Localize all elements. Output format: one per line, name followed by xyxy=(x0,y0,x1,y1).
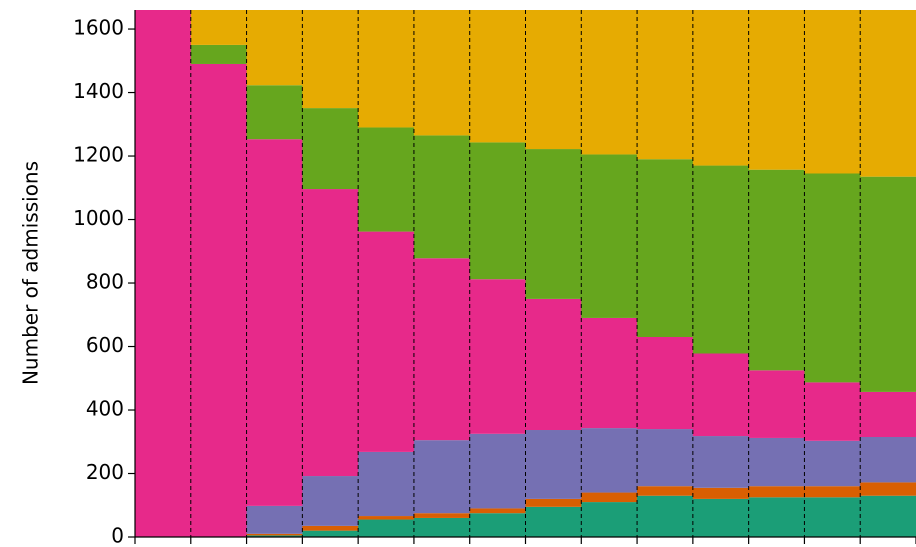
bar-segment xyxy=(692,165,750,354)
bar-segment xyxy=(804,497,861,537)
bar-segment xyxy=(804,486,861,498)
bar-segment xyxy=(692,498,750,537)
bar-segment xyxy=(358,10,415,128)
bar-segment xyxy=(246,10,303,86)
bar-segment xyxy=(246,533,303,536)
bar-segment xyxy=(581,428,638,493)
bar-segment xyxy=(804,440,861,487)
bar-segment xyxy=(525,498,582,507)
bar-segment xyxy=(581,10,638,155)
bar-segment xyxy=(469,142,526,280)
bar-segment xyxy=(302,10,359,109)
bar-segment xyxy=(358,451,415,517)
bar-segment xyxy=(413,440,471,514)
bar-segment xyxy=(860,391,916,437)
bar-segment xyxy=(358,231,415,452)
bar-segment xyxy=(413,513,471,518)
bar-segment xyxy=(748,10,805,170)
bar-segment xyxy=(413,517,471,537)
bar-segment xyxy=(692,353,750,437)
y-tick-label: 1000 xyxy=(73,206,124,230)
y-tick-label: 1400 xyxy=(73,79,124,103)
bar-segment xyxy=(246,139,303,506)
bar-segment xyxy=(748,169,805,371)
bar-segment xyxy=(190,10,248,45)
bar-segment xyxy=(246,535,303,537)
bar-segment xyxy=(302,108,359,190)
bar-segment xyxy=(637,159,694,337)
bar-segment xyxy=(135,10,192,537)
bar-segment xyxy=(246,85,303,140)
bar-segment xyxy=(581,154,638,318)
bar-segment xyxy=(525,430,582,499)
y-tick-label: 800 xyxy=(86,270,124,294)
bar-segment xyxy=(860,10,916,177)
bar-segment xyxy=(637,429,694,487)
y-tick-label: 0 xyxy=(111,524,124,547)
bar-segment xyxy=(469,10,526,143)
bar-segment xyxy=(525,10,582,150)
bar-segment xyxy=(302,525,359,531)
bar-segment xyxy=(804,382,861,441)
bar-segment xyxy=(637,486,694,496)
bar-segment xyxy=(581,502,638,537)
y-tick-label: 200 xyxy=(86,460,124,484)
bar-segment xyxy=(581,492,638,503)
bar-segment xyxy=(190,63,248,537)
bar-segment xyxy=(637,10,694,160)
bar-segment xyxy=(581,317,638,429)
bar-segment xyxy=(413,135,471,259)
bar-segment xyxy=(748,437,805,487)
bar-segment xyxy=(413,10,471,136)
bar-segment xyxy=(748,486,805,498)
bar-segment xyxy=(469,513,526,537)
bar-segment xyxy=(692,10,750,166)
bar-segment xyxy=(637,336,694,430)
bar-segment xyxy=(525,506,582,537)
bar-segment xyxy=(302,189,359,477)
bar-segment xyxy=(692,487,750,499)
bar-segment xyxy=(692,436,750,488)
y-tick-label: 600 xyxy=(86,333,124,357)
bar-segment xyxy=(246,505,303,534)
bar-segment xyxy=(748,497,805,537)
bar-segment xyxy=(469,508,526,514)
bar-segment xyxy=(358,127,415,232)
bar-segment xyxy=(302,476,359,526)
bar-segment xyxy=(302,530,359,537)
bar-segment xyxy=(413,258,471,441)
bar-segment xyxy=(860,176,916,392)
bar-segment xyxy=(637,495,694,537)
bar-segment xyxy=(469,433,526,509)
bar-segment xyxy=(525,149,582,299)
y-axis-label: Number of admissions xyxy=(19,161,43,385)
y-tick-label: 1600 xyxy=(73,16,124,40)
bar-segment xyxy=(860,495,916,537)
bar-segment xyxy=(525,298,582,431)
bar-segment xyxy=(804,173,861,383)
bar-segment xyxy=(860,482,916,496)
y-tick-label: 1200 xyxy=(73,143,124,167)
bar-segment xyxy=(190,44,248,64)
bar-segment xyxy=(748,370,805,438)
bar-segment xyxy=(358,519,415,537)
bar-segment xyxy=(358,516,415,520)
y-tick-label: 400 xyxy=(86,397,124,421)
bar-segment xyxy=(860,436,916,483)
bar-segment xyxy=(469,279,526,434)
bar-segment xyxy=(804,10,861,174)
